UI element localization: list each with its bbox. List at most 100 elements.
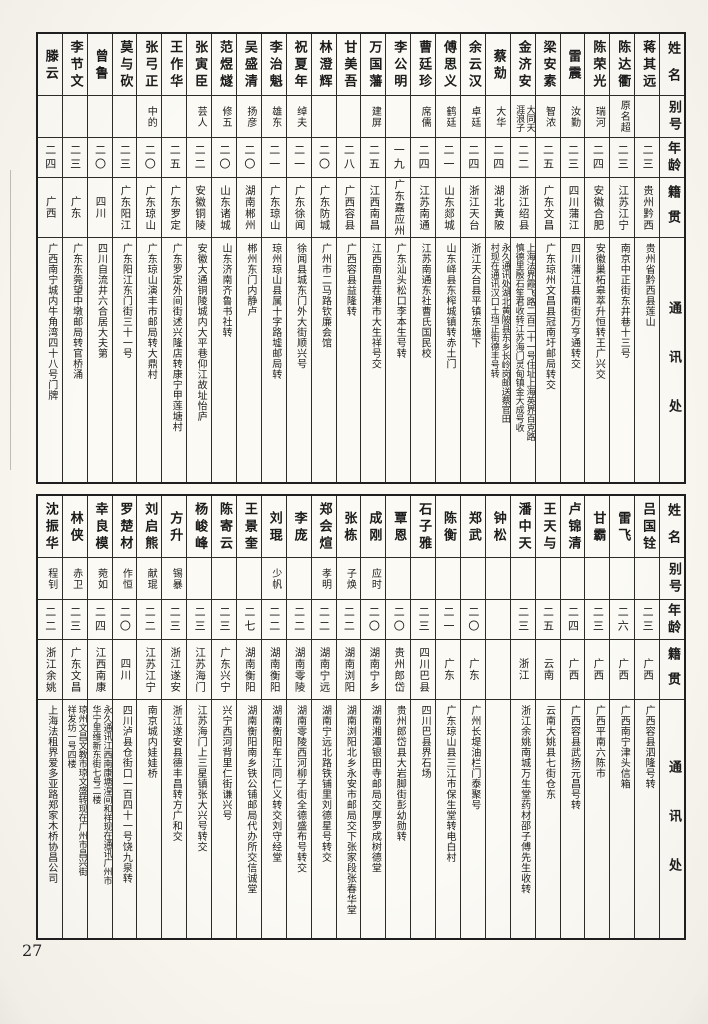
person-age-cell: 二一 (436, 600, 460, 640)
person-native-cell: 四川巴县 (411, 640, 436, 700)
person-column: 吕国铨 二三 广西 广西容县泗隆号转 (634, 496, 660, 938)
person-address-cell: 广西南宁津头信箱 (618, 705, 630, 789)
person-address-cell: 广东东莞望中墩邮局转官桥涌 (70, 243, 82, 380)
person-native-cell: 湖南宁乡 (361, 640, 386, 700)
person-alias-cell: 中的 (137, 96, 162, 138)
person-column: 石子雅 二三 四川巴县 四川巴县界石场 (410, 496, 436, 938)
person-native-cell: 江苏南通 (411, 178, 436, 238)
person-age-cell: 二二 (336, 600, 361, 640)
person-alias-cell: 应时 (361, 558, 386, 600)
person-alias-cell (635, 558, 660, 600)
person-native-cell (485, 640, 510, 700)
person-address-cell: 江苏南通东社曹氏国民校 (419, 243, 431, 359)
person-name-cell: 甘霸 (585, 496, 610, 558)
person-alias-cell (436, 558, 460, 600)
person-name-cell: 滕云 (37, 34, 62, 96)
person-address-cell: 琼州琼山县属十字路墟邮局转 (269, 243, 281, 380)
person-native-cell: 广东琼山 (137, 178, 162, 238)
person-address-cell: 广西平南六陈市 (593, 705, 605, 779)
person-column: 钟松 (484, 496, 510, 938)
person-age-cell: 二三 (112, 138, 137, 178)
person-address-cell: 广西南宁城内牛角湾四十八号门牌 (45, 243, 57, 401)
person-native-cell: 湖南衡阳 (261, 640, 286, 700)
person-name-cell: 王景奎 (236, 496, 261, 558)
person-name-cell: 沈振华 (37, 496, 62, 558)
person-column: 李节文 二三 广东 广东东莞望中墩邮局转官桥涌 (61, 34, 87, 482)
person-age-cell: 二二 (286, 600, 311, 640)
person-column: 曹廷珍 席儒 二四 江苏南通 江苏南通东社曹氏国民校 (410, 34, 436, 482)
person-column: 金济安 大同天 涯浪子 二二 浙江绍县 上海法界霞飞路二百二十一号住址上海英界百… (509, 34, 535, 482)
person-address-cell: 四川巴县界石场 (419, 705, 431, 779)
person-alias-cell: 席儒 (411, 96, 436, 138)
person-age-cell: 二三 (585, 600, 610, 640)
person-age-cell: 二一 (286, 138, 311, 178)
person-address-cell: 浙江余姚南城万生堂药材邵子傅先生收转 (518, 705, 530, 894)
person-native-cell: 湖南衡阳 (236, 640, 261, 700)
person-name-cell: 曾鲁 (87, 34, 112, 96)
person-name-cell: 梁安素 (535, 34, 560, 96)
person-alias-cell: 汝勤 (560, 96, 585, 138)
person-name-cell: 张寅臣 (187, 34, 212, 96)
person-column: 范煜燧 修五 二〇 山东诸城 山东济南齐鲁书社转 (211, 34, 236, 482)
person-age-cell: 二五 (361, 138, 386, 178)
person-age-cell: 二四 (460, 138, 485, 178)
person-age-cell: 二五 (162, 138, 187, 178)
person-address-cell: 广东罗定外间街述兴隆店转康宁甲莲塘村 (170, 243, 182, 432)
person-alias-cell (585, 558, 610, 600)
person-name-cell: 林侠 (62, 496, 87, 558)
person-age-cell: 二〇 (361, 600, 386, 640)
person-column: 李治魁 雄东 二一 广东琼山 琼州琼山县属十字路墟邮局转 (260, 34, 286, 482)
person-age-cell (485, 600, 510, 640)
page-number: 27 (22, 941, 43, 960)
header-age-label: 年龄 (660, 600, 684, 640)
person-column: 刘琨 少帆 二二 湖南衡阳 湖南衡阳车江同仁义转交刘守经堂 (260, 496, 286, 938)
person-alias-cell: 锡暴 (162, 558, 187, 600)
person-alias-cell (187, 558, 212, 600)
person-name-cell: 李庞 (286, 496, 311, 558)
person-alias-cell: 大华 (485, 96, 510, 138)
person-column: 陈达衢 原名超 二三 江苏江宁 南京中正街东井巷十三号 (609, 34, 635, 482)
person-native-cell: 广东兴宁 (212, 640, 236, 700)
header-address-label: 通讯处 (666, 300, 681, 448)
person-column: 杨峻峰 二三 江苏海门 江苏海门上三星镇张大兴号转交 (186, 496, 212, 938)
person-alias-cell: 少帆 (261, 558, 286, 600)
person-address-cell: 安徽大通铜陵城内大平巷仰江故址怡庐 (195, 243, 207, 422)
person-address-cell: 上海法租界爱多亚路郑家木桥协昌公司 (45, 705, 57, 884)
person-name-cell: 钟松 (485, 496, 510, 558)
person-age-cell: 二〇 (386, 600, 411, 640)
person-column: 林侠 赤卫 二三 广东文昌 琼州文昌文教市琼文盛转现在广州市昌兴街 祥发坊一号四… (61, 496, 87, 938)
person-column: 王景奎 二七 湖南衡阳 湖南衡阳南乡铁公铺邮局代办所交信诚堂 (235, 496, 261, 938)
person-name-cell: 王作华 (162, 34, 187, 96)
person-name-cell: 金济安 (510, 34, 535, 96)
person-native-cell: 广东琼山 (261, 178, 286, 238)
person-column: 蒋其远 二三 贵州黔西 贵州省黔西县莲山 (634, 34, 660, 482)
person-age-cell: 二二 (37, 600, 62, 640)
person-column: 吴盛清 扬彦 二〇 湖南郴州 郴州东门内静卢 (235, 34, 261, 482)
person-alias-cell: 卓廷 (460, 96, 485, 138)
person-address-cell: 郴州东门内静卢 (244, 243, 256, 317)
person-address-cell: 广东阳江东门街三十一号 (120, 243, 132, 359)
person-name-cell: 范煜燧 (212, 34, 236, 96)
person-native-cell: 安徽铜陵 (187, 178, 212, 238)
person-name-cell: 石子雅 (411, 496, 436, 558)
person-alias-cell: 智浓 (535, 96, 560, 138)
person-native-cell: 湖南郴州 (236, 178, 261, 238)
person-age-cell: 二四 (37, 138, 62, 178)
person-native-cell: 广东徐闻 (286, 178, 311, 238)
person-column: 刘启熊 献琨 二二 江苏江宁 南京城内娃娃桥 (136, 496, 162, 938)
person-alias-cell (635, 96, 660, 138)
person-alias-cell: 孝明 (311, 558, 336, 600)
person-native-cell: 广东防城 (311, 178, 336, 238)
header-age-label: 年龄 (660, 138, 684, 178)
person-native-cell: 广西 (610, 640, 635, 700)
person-name-cell: 李公明 (386, 34, 411, 96)
person-column: 滕云 二四 广西 广西南宁城内牛角湾四十八号门牌 (37, 34, 62, 482)
person-native-cell: 广东 (436, 640, 460, 700)
person-age-cell: 二二 (261, 600, 286, 640)
header-column: 姓名 别号 年龄 籍贯 通讯处 (659, 34, 684, 482)
person-column: 蔡勀 大华 二四 湖北黄陂 永久通讯处湖北黄陂县东乡长岭岗邮送蔡官田 村现在通讯… (484, 34, 510, 482)
person-age-cell: 二六 (610, 600, 635, 640)
person-column: 潘中天 二三 浙江 浙江余姚南城万生堂药材邵子傅先生收转 (509, 496, 535, 938)
person-alias-cell (386, 96, 411, 138)
person-address-cell: 江苏海门上三星镇张大兴号转交 (195, 705, 207, 852)
